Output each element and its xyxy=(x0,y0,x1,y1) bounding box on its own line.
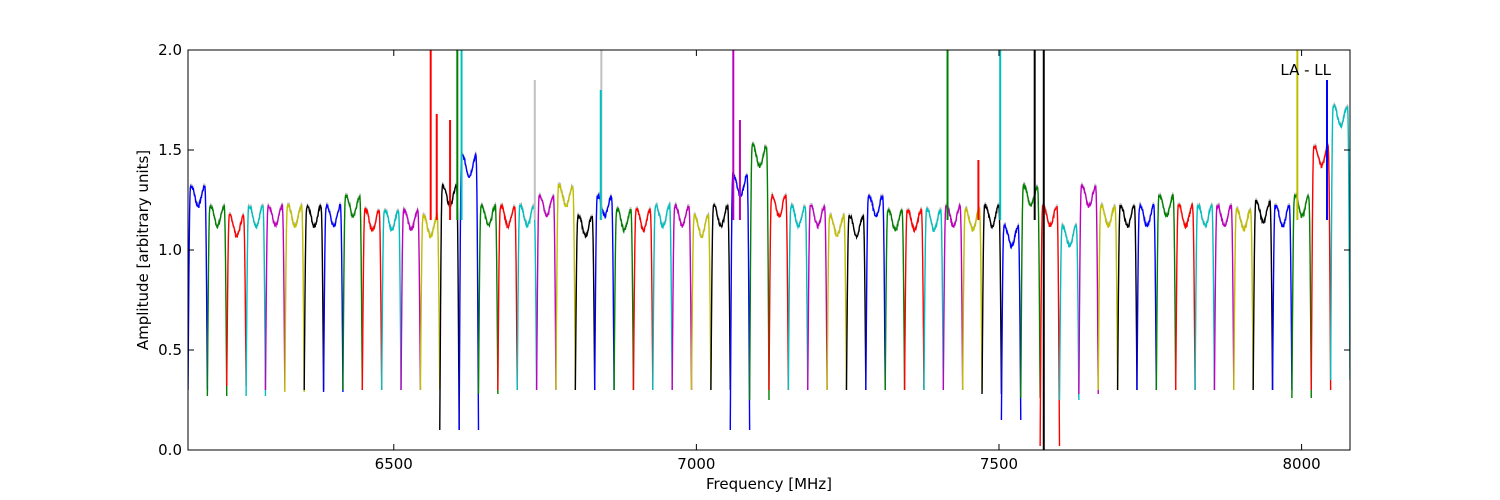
channel-series-line xyxy=(1329,104,1350,381)
channel-series-line xyxy=(1097,203,1119,391)
channel-series-line xyxy=(942,202,964,391)
channel-series-line xyxy=(923,207,944,391)
channel-series-line xyxy=(884,208,906,391)
channel-series-line xyxy=(1194,202,1216,391)
channel-background-line xyxy=(536,192,557,389)
channel-series-line xyxy=(671,203,693,391)
channel-series-line xyxy=(535,194,557,391)
channel-series-line xyxy=(845,214,867,391)
channel-series-line xyxy=(632,207,654,391)
channel-series-line xyxy=(574,214,596,391)
channel-series-line xyxy=(284,203,305,393)
channel-series-line xyxy=(303,203,325,391)
channel-series-line xyxy=(400,206,422,391)
channel-series-line xyxy=(1271,204,1293,391)
channel-background-line xyxy=(1136,200,1157,389)
x-tick-label: 8000 xyxy=(1282,455,1320,473)
x-tick-label: 7000 xyxy=(677,455,715,473)
y-tick-label: 1.5 xyxy=(158,141,182,159)
channel-series-line xyxy=(1174,202,1196,391)
channel-series-line xyxy=(787,203,809,391)
channel-series-line xyxy=(690,213,712,391)
channel-series-line xyxy=(1058,223,1080,401)
channel-series-line xyxy=(865,194,886,391)
channel-series-line xyxy=(206,204,228,397)
y-tick-label: 1.0 xyxy=(158,241,182,259)
x-axis-label: Frequency [MHz] xyxy=(706,475,832,493)
channel-series-line xyxy=(613,206,635,391)
channel-series-line xyxy=(1136,202,1158,391)
y-tick-label: 2.0 xyxy=(158,41,182,59)
y-tick-label: 0.5 xyxy=(158,341,182,359)
channel-background-line xyxy=(691,211,712,389)
channel-series-line xyxy=(652,202,673,391)
channel-series-line xyxy=(322,203,344,393)
channel-background-line xyxy=(574,212,596,389)
x-tick-label: 7500 xyxy=(980,455,1018,473)
channel-series-line xyxy=(516,203,538,391)
channel-background-line xyxy=(226,211,247,385)
y-axis-label: Amplitude [arbitrary units] xyxy=(134,150,152,350)
channel-series-line xyxy=(264,203,286,391)
x-tick-label: 6500 xyxy=(375,455,413,473)
channel-series-line xyxy=(497,203,518,391)
channel-series-line xyxy=(981,203,1003,395)
channel-series-line xyxy=(903,207,925,391)
channel-background-line xyxy=(981,201,1002,393)
channel-background-line xyxy=(1155,192,1177,389)
channel-background-line xyxy=(1020,180,1041,397)
channel-series-line xyxy=(245,204,267,397)
channel-series-line xyxy=(826,213,848,391)
channel-series-line xyxy=(226,213,247,387)
channel-series-line xyxy=(1252,199,1274,391)
series-layer xyxy=(188,50,1350,450)
channel-background-line xyxy=(381,207,402,389)
channel-series-line xyxy=(1078,184,1099,395)
ticks-layer: 6500 7000 7500 8000 0.0 0.5 1.0 1.5 2.0 xyxy=(158,41,1350,473)
channel-series-line xyxy=(1213,202,1235,391)
channel-background-line xyxy=(671,201,693,389)
channel-series-line xyxy=(1116,204,1138,391)
channel-series-line xyxy=(555,184,577,391)
legend-annotation: LA - LL xyxy=(1280,61,1331,79)
channel-series-line xyxy=(361,207,383,391)
channel-series-line xyxy=(1000,222,1022,421)
channel-series-line xyxy=(768,193,790,391)
y-tick-label: 0.0 xyxy=(158,441,182,459)
channel-series-line xyxy=(188,183,209,391)
channel-series-line xyxy=(710,203,731,391)
channel-series-line xyxy=(1233,207,1254,391)
channel-series-line xyxy=(380,208,402,391)
channel-series-line xyxy=(594,192,615,391)
channel-series-line xyxy=(477,203,499,395)
channel-series-line xyxy=(1291,193,1312,399)
channel-series-line xyxy=(748,141,770,401)
channel-series-line xyxy=(1020,182,1041,399)
channel-background-line xyxy=(361,205,383,389)
channel-background-line xyxy=(826,211,847,389)
channel-series-line xyxy=(342,194,363,391)
channel-series-line xyxy=(807,204,828,391)
channel-series-line xyxy=(1155,193,1177,391)
